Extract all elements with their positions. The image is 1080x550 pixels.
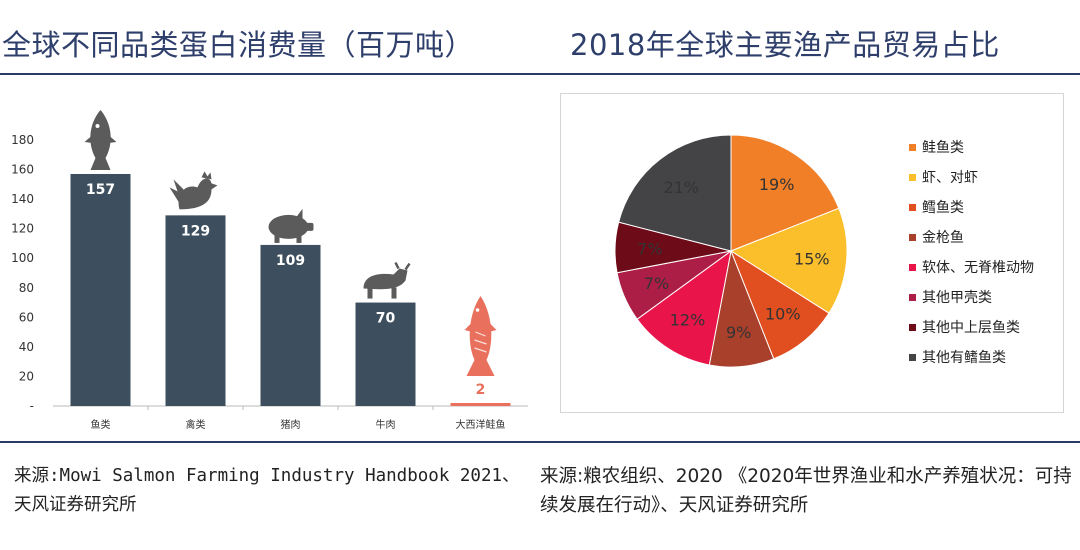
pie-slice bbox=[729, 207, 848, 314]
bar-data-label: 129 bbox=[181, 223, 210, 239]
legend-label: 虾、对虾 bbox=[922, 170, 978, 186]
bar bbox=[450, 403, 511, 406]
salmon-icon-stripes bbox=[474, 331, 487, 353]
fish-icon bbox=[84, 109, 117, 170]
y-tick-label: 20 bbox=[19, 369, 34, 383]
x-tick-label: 猪肉 bbox=[281, 418, 301, 431]
salmon-icon-body bbox=[466, 296, 495, 376]
pig-icon-leg bbox=[274, 234, 280, 243]
rooster-icon-body bbox=[178, 178, 218, 210]
x-tick-label: 牛肉 bbox=[376, 418, 396, 431]
pie-data-label: 12% bbox=[670, 311, 706, 330]
protein-consumption-bar-chart: - 20 40 60 80 100 120 140 160 180 157 鱼类 129 禽类 109 猪肉 7… bbox=[0, 86, 540, 440]
rooster-icon-comb bbox=[201, 171, 212, 180]
y-tick-label: 40 bbox=[19, 340, 34, 354]
fish-icon-fins bbox=[84, 135, 117, 143]
bar bbox=[260, 244, 321, 406]
cow-icon-leg bbox=[391, 287, 397, 299]
pie-data-label: 19% bbox=[759, 175, 795, 194]
pie-slice bbox=[730, 134, 840, 252]
bar-data-label: 70 bbox=[376, 311, 396, 327]
y-tick-label: 180 bbox=[11, 133, 34, 147]
y-tick-label: 120 bbox=[11, 222, 34, 236]
legend-swatch bbox=[909, 354, 916, 361]
x-tick-label: 鱼类 bbox=[91, 418, 111, 431]
pie-data-label: 10% bbox=[765, 305, 801, 324]
pie-slice bbox=[636, 249, 732, 366]
pie-data-label: 9% bbox=[726, 323, 751, 342]
pig-icon-body bbox=[268, 214, 309, 239]
bar-data-label: 2 bbox=[476, 382, 486, 398]
salmon-icon-fins bbox=[464, 322, 497, 332]
left-source-note: 来源:Mowi Salmon Farming Industry Handbook… bbox=[14, 466, 520, 515]
legend-swatch bbox=[909, 204, 916, 211]
y-tick-label: 140 bbox=[11, 192, 34, 206]
cow-icon bbox=[363, 261, 411, 299]
pie-data-label: 21% bbox=[663, 178, 699, 197]
right-chart-title: 2018年全球主要渔产品贸易占比 bbox=[570, 28, 1000, 62]
fish-trade-pie-chart: 19% 15% 10% 9% 12% 7% 7% 21% 鲑鱼类 虾、对虾 鳕鱼类 金枪鱼 软体、无脊椎… bbox=[560, 93, 1064, 413]
cow-icon-body bbox=[363, 268, 408, 290]
pie-data-label: 15% bbox=[794, 250, 830, 269]
bar-data-label: 109 bbox=[276, 253, 305, 269]
cow-icon-horns bbox=[394, 261, 411, 271]
bar bbox=[165, 215, 226, 406]
pig-icon bbox=[268, 208, 314, 243]
legend-label: 鳕鱼类 bbox=[922, 199, 964, 216]
bar-data-label: 157 bbox=[86, 182, 115, 198]
bar bbox=[70, 173, 131, 406]
legend-label: 其他中上层鱼类 bbox=[922, 319, 1020, 336]
y-tick-label: 100 bbox=[11, 251, 34, 265]
salmon-icon bbox=[464, 296, 497, 376]
legend-swatch bbox=[909, 174, 916, 181]
y-tick-label: 60 bbox=[19, 310, 34, 324]
bar-chart-svg: - 20 40 60 80 100 120 140 160 180 157 鱼类 129 禽类 109 猪肉 7… bbox=[11, 109, 528, 431]
legend-swatch bbox=[909, 294, 916, 301]
right-source-note: 来源:粮农组织、2020 《2020年世界渔业和水产养殖状况：可持续发展在行动》… bbox=[540, 466, 1072, 516]
rooster-icon bbox=[169, 171, 218, 210]
x-tick-label: 大西洋鲑鱼 bbox=[456, 418, 506, 431]
footer-divider bbox=[0, 441, 1080, 443]
bar bbox=[355, 302, 416, 406]
legend-swatch bbox=[909, 324, 916, 331]
legend-label: 其他有鳍鱼类 bbox=[922, 349, 1006, 366]
x-tick-label: 禽类 bbox=[186, 418, 206, 431]
pig-icon-ear bbox=[296, 208, 303, 219]
left-chart-title: 全球不同品类蛋白消费量（百万吨） bbox=[2, 28, 475, 62]
legend-label: 软体、无脊椎动物 bbox=[922, 260, 1034, 276]
pie-slice bbox=[618, 134, 732, 252]
pie-data-label: 7% bbox=[644, 274, 669, 293]
legend-swatch bbox=[909, 264, 916, 271]
legend-swatch bbox=[909, 234, 916, 241]
y-tick-label: 80 bbox=[19, 281, 34, 295]
fish-icon-eye bbox=[95, 123, 100, 128]
fish-icon-body bbox=[90, 109, 111, 170]
rooster-icon-tail bbox=[169, 179, 184, 204]
pie-chart-svg: 19%15%10%9%12%7%7%21%鲑鱼类虾、对虾鳕鱼类金枪鱼软体、无脊椎… bbox=[614, 134, 1034, 368]
pig-icon-leg bbox=[296, 234, 302, 243]
cow-icon-leg bbox=[367, 287, 373, 299]
salmon-icon-eye bbox=[475, 308, 480, 312]
legend-label: 其他甲壳类 bbox=[922, 289, 992, 306]
pie-data-label: 7% bbox=[637, 239, 662, 258]
legend-label: 金枪鱼 bbox=[922, 229, 964, 246]
pie-slice bbox=[729, 249, 830, 360]
legend-swatch bbox=[909, 144, 916, 151]
y-tick-label: 160 bbox=[11, 163, 34, 177]
header-divider bbox=[0, 73, 1080, 75]
legend-label: 鲑鱼类 bbox=[922, 139, 964, 156]
pig-icon-snout bbox=[304, 222, 314, 231]
y-tick-label: - bbox=[30, 399, 34, 413]
